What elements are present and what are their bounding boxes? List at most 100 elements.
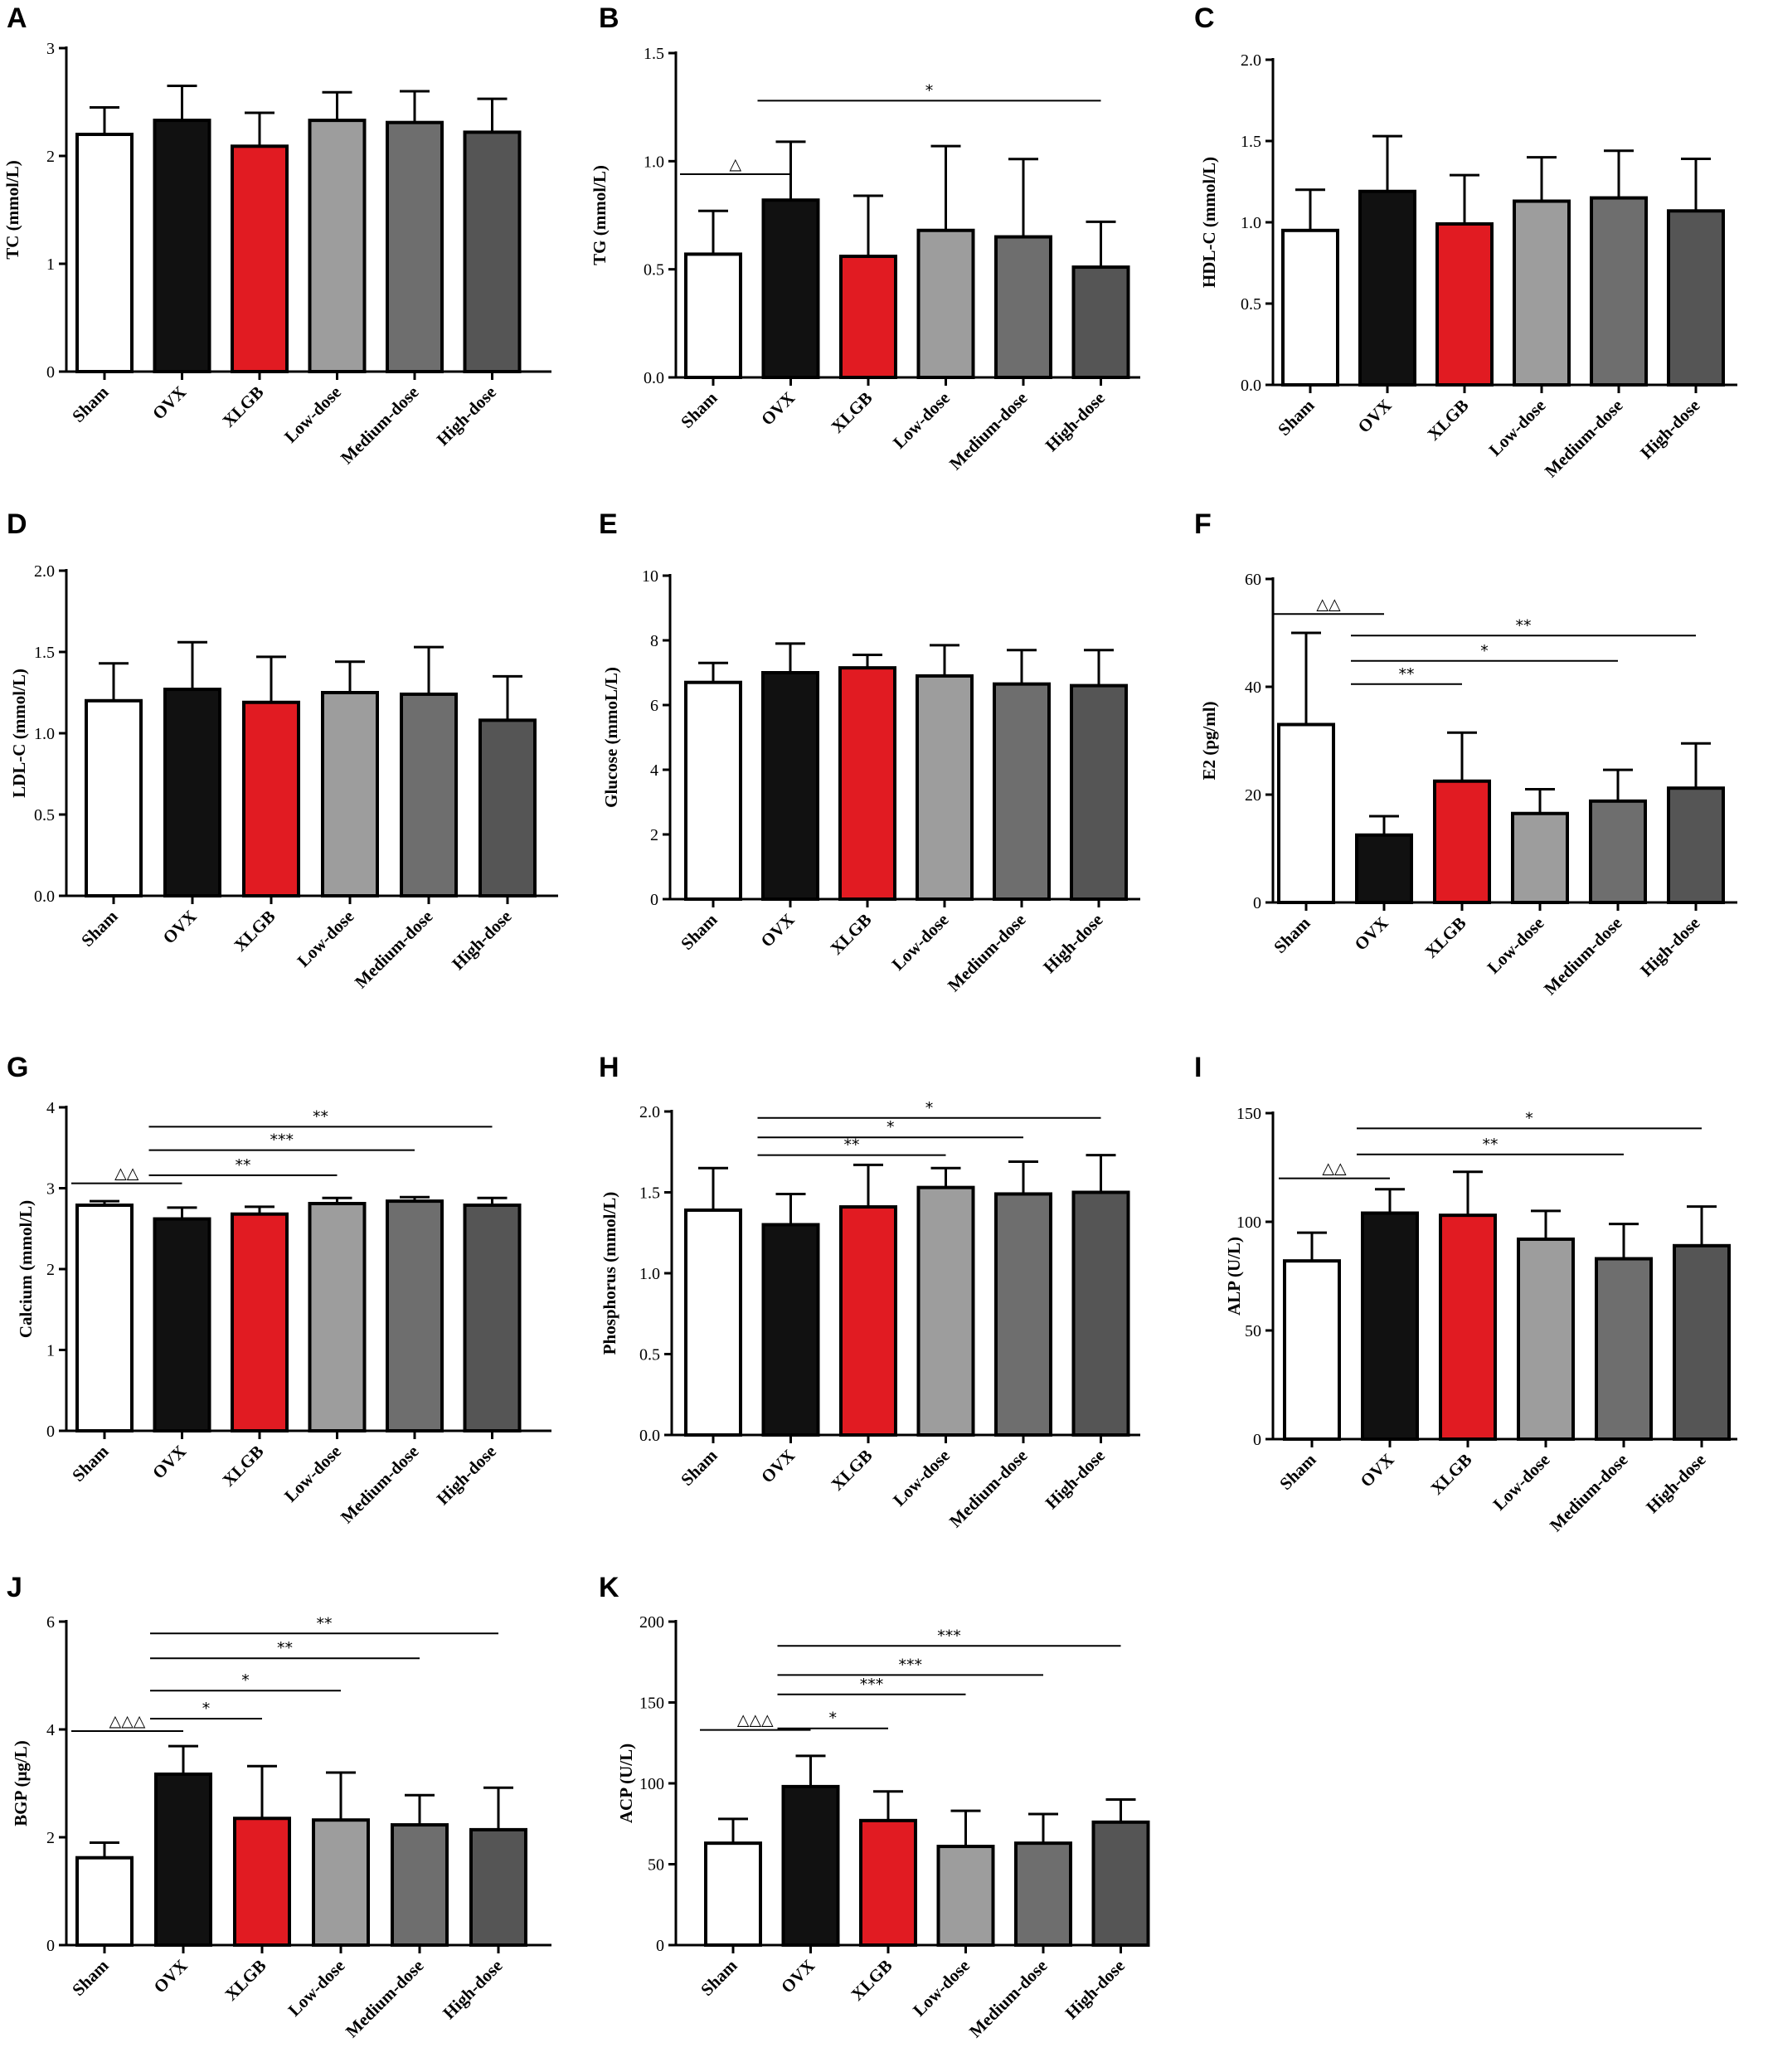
significance-label: △ <box>729 155 741 173</box>
significance-label: * <box>1480 642 1489 660</box>
bar-medium-dose <box>386 120 444 373</box>
bar-high-dose <box>1673 1243 1731 1441</box>
x-category-label: XLGB <box>826 910 875 959</box>
bar-ovx <box>1355 833 1413 904</box>
x-category-label: Sham <box>68 1955 113 2000</box>
y-tick-label: 2.0 <box>639 1103 660 1121</box>
y-tick-label: 3 <box>46 40 55 58</box>
x-category-label: High-dose <box>1042 388 1109 455</box>
y-tick-label: 40 <box>1245 679 1261 697</box>
x-category-label: Low-dose <box>294 907 358 971</box>
x-category-label: High-dose <box>1061 1956 1129 2023</box>
significance-label: *** <box>899 1656 923 1674</box>
significance-label: △△△ <box>109 1712 146 1730</box>
y-tick-label: 2 <box>46 148 55 166</box>
x-category-label: Medium-dose <box>1546 1450 1632 1536</box>
y-axis-title: HDL-C (mmol/L) <box>1199 157 1219 288</box>
x-category-label: Sham <box>77 906 122 951</box>
bar-sham <box>75 1203 134 1432</box>
bar-medium-dose <box>1595 1257 1653 1442</box>
x-category-label: High-dose <box>433 1442 500 1509</box>
y-tick-label: 2.0 <box>1241 51 1261 70</box>
y-tick-label: 100 <box>1236 1214 1261 1232</box>
y-tick-label: 1.0 <box>1241 214 1261 232</box>
significance-label: *** <box>270 1131 294 1150</box>
significance-label: ** <box>277 1639 293 1657</box>
y-tick-label: 4 <box>46 1099 55 1117</box>
x-category-label: Sham <box>1270 912 1314 957</box>
y-axis-title: TC (mmol/L) <box>2 160 22 260</box>
significance-label: ** <box>1399 665 1415 683</box>
x-category-label: OVX <box>1351 913 1392 955</box>
x-category-label: OVX <box>159 907 201 948</box>
significance-label: △△ <box>114 1165 139 1183</box>
panel-h: H Phosphorus (mmol/L) 0.0 0.5 1.0 1.5 2.0 Sham O… <box>599 1052 1140 1531</box>
bar-sham <box>75 1856 134 1947</box>
bar-medium-dose <box>1590 196 1648 387</box>
bar-low-dose <box>312 1818 370 1947</box>
bar-low-dose <box>308 1202 367 1433</box>
significance-label: *** <box>860 1676 884 1694</box>
x-category-label: High-dose <box>1636 913 1703 980</box>
y-tick-label: 60 <box>1245 571 1261 589</box>
panel-i: I ALP (U/L) 0 50 100 150 Sham OVX XLGB Low-doseMe… <box>1194 1052 1737 1535</box>
x-category-label: Sham <box>1275 1449 1320 1494</box>
significance-label: △△ <box>1316 595 1341 613</box>
y-tick-label: 6 <box>650 697 658 715</box>
bar-low-dose <box>308 119 367 373</box>
bar-high-dose <box>478 718 537 897</box>
y-tick-label: 20 <box>1245 786 1261 805</box>
y-tick-label: 2.0 <box>34 562 55 581</box>
x-category-label: Sham <box>68 382 113 426</box>
bar-high-dose <box>1667 786 1725 905</box>
y-tick-label: 1 <box>46 1342 55 1360</box>
bar-medium-dose <box>993 682 1051 902</box>
bar-ovx <box>153 119 211 373</box>
x-category-label: XLGB <box>1426 1450 1475 1499</box>
x-category-label: OVX <box>1354 396 1396 437</box>
panel-letter: E <box>599 508 618 540</box>
bar-ovx <box>1358 189 1416 387</box>
bar-ovx <box>761 671 819 901</box>
significance-label: ** <box>844 1136 860 1155</box>
x-category-label: OVX <box>150 1956 192 1997</box>
bar-sham <box>684 1208 742 1437</box>
x-category-label: Sham <box>1274 395 1319 440</box>
significance-label: * <box>241 1671 250 1690</box>
bar-sham <box>1277 722 1335 904</box>
panel-g: G Calcium (mmol/L) 0 1 2 3 4 Sham OVX XLGB Low-dos… <box>7 1052 551 1527</box>
panel-e: E Glucose (mmoL/L) 0 2 4 6 8 10 Sham OVX XLGB Low-d… <box>599 508 1140 995</box>
y-tick-label: 1.5 <box>639 1184 660 1203</box>
y-tick-label: 0.0 <box>639 1427 660 1445</box>
bar-xlgb <box>1433 779 1491 904</box>
panel-f: F E2 (pg/ml) 0 20 40 60 Sham OVX XLGB Low-doseMed… <box>1194 508 1737 999</box>
significance-label: * <box>1525 1109 1533 1127</box>
y-axis-title: Glucose (mmoL/L) <box>601 667 621 808</box>
bar-sham <box>1281 228 1339 387</box>
bar-high-dose <box>1070 683 1128 901</box>
x-category-label: Sham <box>697 1955 741 2000</box>
bar-ovx <box>154 1772 212 1947</box>
bar-low-dose <box>916 1185 975 1437</box>
y-axis-title: Phosphorus (mmol/L) <box>600 1192 619 1355</box>
x-category-label: High-dose <box>1039 910 1106 977</box>
y-tick-label: 0 <box>656 1937 664 1955</box>
y-axis-title: BGP (μg/L) <box>11 1740 31 1826</box>
x-category-label: XLGB <box>218 1442 267 1491</box>
y-tick-label: 150 <box>639 1695 664 1713</box>
bar-ovx <box>761 198 820 379</box>
y-axis-title: Calcium (mmol/L) <box>16 1200 36 1338</box>
y-tick-label: 1 <box>46 255 55 274</box>
significance-label: * <box>886 1118 895 1136</box>
y-tick-label: 3 <box>46 1180 55 1199</box>
bar-medium-dose <box>386 1199 444 1432</box>
significance-label: △△△ <box>737 1711 774 1729</box>
y-tick-label: 1.5 <box>644 45 664 63</box>
x-category-label: Medium-dose <box>945 388 1032 474</box>
bar-sham <box>684 252 742 380</box>
y-tick-label: 50 <box>648 1856 664 1875</box>
significance-label: ** <box>1516 616 1532 635</box>
x-category-label: Sham <box>677 1445 721 1490</box>
y-tick-label: 10 <box>642 567 658 586</box>
